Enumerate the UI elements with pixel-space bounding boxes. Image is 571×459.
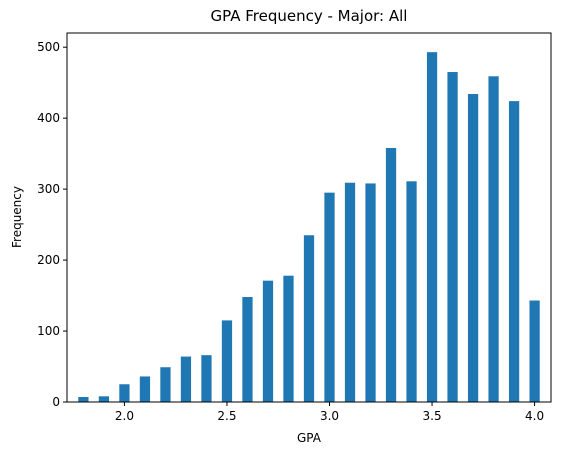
bar-gpa-2.0 — [119, 384, 130, 402]
x-tick-label: 2.0 — [115, 409, 134, 423]
bars-layer — [78, 52, 540, 403]
y-axis-ticks: 0 100 200 300 400 500 — [37, 40, 67, 409]
y-tick-label: 500 — [37, 40, 60, 54]
bar-gpa-3.3 — [385, 147, 397, 402]
bar-gpa-3.2 — [365, 183, 376, 402]
y-axis-label: Frequency — [10, 186, 24, 248]
bar-gpa-1.8 — [78, 397, 89, 402]
bar-gpa-3.9 — [508, 101, 520, 403]
chart-title: GPA Frequency - Major: All — [211, 7, 408, 25]
y-tick-label: 0 — [52, 395, 60, 409]
x-axis-ticks: 2.0 2.5 3.0 3.5 4.0 — [115, 402, 544, 423]
y-tick-label: 200 — [37, 253, 60, 267]
bar-gpa-2.4 — [201, 355, 212, 402]
bar-gpa-2.7 — [262, 280, 274, 402]
y-tick-label: 100 — [37, 324, 60, 338]
bar-gpa-1.9 — [98, 396, 110, 402]
x-axis-label: GPA — [297, 431, 322, 445]
bar-gpa-2.2 — [160, 367, 171, 402]
x-tick-label: 3.5 — [423, 409, 442, 423]
bar-gpa-2.8 — [283, 275, 294, 402]
plot-frame — [66, 32, 552, 403]
y-tick-label: 400 — [37, 111, 60, 125]
bar-gpa-3.4 — [406, 181, 417, 402]
x-tick-label: 4.0 — [525, 409, 544, 423]
bar-gpa-3.5 — [426, 52, 438, 402]
bar-gpa-3.7 — [467, 94, 479, 402]
bar-gpa-2.9 — [303, 235, 315, 402]
bar-gpa-4.0 — [529, 300, 540, 402]
bar-gpa-3.6 — [447, 72, 458, 402]
bar-gpa-3.8 — [488, 76, 499, 402]
x-tick-label: 3.0 — [320, 409, 339, 423]
bar-gpa-2.5 — [221, 320, 233, 402]
bar-gpa-2.6 — [242, 296, 253, 402]
x-tick-label: 2.5 — [217, 409, 236, 423]
bar-gpa-2.3 — [180, 356, 192, 402]
y-tick-label: 300 — [37, 182, 60, 196]
bar-gpa-2.1 — [139, 376, 151, 402]
bar-gpa-3.0 — [324, 192, 335, 402]
bar-gpa-3.1 — [344, 182, 356, 402]
